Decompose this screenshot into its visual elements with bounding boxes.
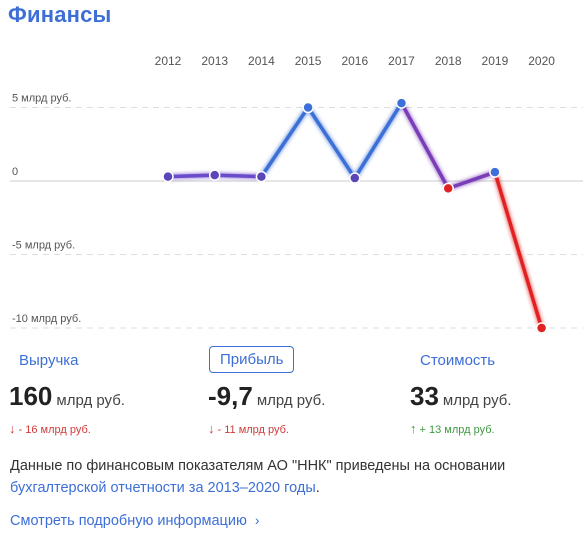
y-tick-label: -10 млрд руб. — [12, 313, 81, 325]
more-info-text: Смотреть подробную информацию — [10, 513, 247, 529]
series-segment — [306, 105, 357, 180]
x-tick-label: 2020 — [528, 54, 555, 68]
x-tick-label: 2016 — [341, 54, 368, 68]
data-point[interactable] — [349, 172, 361, 184]
series-segment — [399, 101, 450, 191]
description-text: Данные по финансовым показателям АО "ННК… — [10, 458, 506, 474]
x-tick-label: 2019 — [482, 54, 509, 68]
revenue-unit: млрд руб. — [56, 392, 125, 409]
x-tick-label: 2017 — [388, 54, 415, 68]
description: Данные по финансовым показателям АО "ННК… — [10, 455, 570, 499]
y-tick-label: 0 — [12, 166, 18, 178]
more-info-link[interactable]: Смотреть подробную информацию › — [10, 512, 260, 529]
revenue-value-block: 160 млрд руб. — [9, 381, 125, 412]
arrow-down-icon: ↓ — [9, 421, 16, 436]
finance-line-chart: 2012 2013 2014 2015 2016 2017 2018 2019 2020 5 м… — [10, 54, 583, 334]
data-point[interactable] — [255, 170, 268, 183]
arrow-up-icon: ↑ — [410, 421, 417, 436]
series-segment — [259, 105, 310, 179]
profit-change: ↓ - 11 млрд руб. — [208, 421, 289, 436]
x-tick-label: 2014 — [248, 54, 275, 68]
data-point[interactable] — [208, 169, 221, 181]
data-point[interactable] — [489, 166, 501, 178]
revenue-tab[interactable]: Выручка — [19, 352, 79, 369]
profit-change-text: - 11 млрд руб. — [217, 424, 290, 436]
profit-tab[interactable]: Прибыль — [209, 346, 295, 373]
data-point[interactable] — [442, 182, 454, 195]
profit-unit: млрд руб. — [256, 392, 326, 409]
y-tick-label: -5 млрд руб. — [12, 240, 75, 252]
x-tick-label: 2018 — [435, 54, 462, 68]
series-segment — [493, 170, 544, 330]
cost-value: 33 — [410, 381, 439, 411]
profit-value: -9,7 — [208, 381, 253, 411]
cost-value-block: 33 млрд руб. — [410, 381, 512, 412]
data-point[interactable] — [535, 322, 548, 334]
cost-change-text: + 13 млрд руб. — [419, 424, 495, 436]
cost-unit: млрд руб. — [442, 392, 512, 409]
cost-change: ↑ + 13 млрд руб. — [410, 421, 495, 436]
x-tick-label: 2015 — [295, 54, 322, 68]
x-tick-label: 2013 — [201, 54, 228, 68]
data-point[interactable] — [162, 170, 174, 183]
description-end: . — [315, 480, 320, 496]
arrow-down-icon: ↓ — [208, 421, 215, 436]
x-tick-label: 2012 — [155, 54, 182, 68]
series-segment — [212, 173, 264, 179]
cost-tab[interactable]: Стоимость — [420, 352, 496, 369]
revenue-change: ↓ - 16 млрд руб. — [9, 421, 91, 436]
data-point[interactable] — [395, 97, 408, 109]
section-title: Финансы — [8, 2, 112, 27]
reporting-link[interactable]: бухгалтерской отчетности за 2013–2020 го… — [10, 480, 316, 496]
y-tick-label: 5 млрд руб. — [12, 93, 71, 105]
data-point[interactable] — [302, 101, 314, 114]
series-segment — [166, 173, 217, 179]
revenue-change-text: - 16 млрд руб. — [18, 424, 91, 436]
profit-value-block: -9,7 млрд руб. — [208, 381, 325, 412]
chevron-right-icon: › — [254, 512, 260, 528]
revenue-value: 160 — [9, 381, 53, 411]
series-segment — [446, 170, 497, 191]
series-segment — [353, 101, 404, 180]
